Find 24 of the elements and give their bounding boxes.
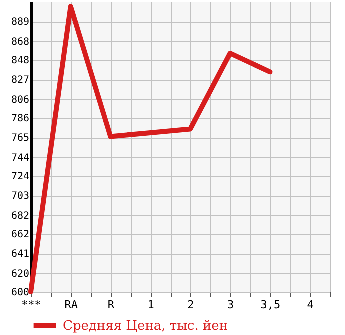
y-tick-label: 827 <box>11 75 30 86</box>
y-tick-label: 868 <box>11 36 30 48</box>
y-tick-label: 662 <box>11 230 30 240</box>
x-tick-label: 2 <box>188 298 194 312</box>
y-tick-label: 786 <box>11 114 30 124</box>
x-tick-label: 3,5 <box>260 298 281 312</box>
y-tick-label: 848 <box>11 56 30 66</box>
y-tick-label: 600 <box>11 288 30 298</box>
y-tick-label: 682 <box>11 210 30 222</box>
y-tick-label: 806 <box>11 94 30 106</box>
x-tick-label: 4 <box>307 298 314 312</box>
x-tick-label: R <box>108 298 115 312</box>
x-tick-label: RA <box>64 298 78 312</box>
y-tick-label: 620 <box>11 268 30 280</box>
y-tick-label: 724 <box>11 172 30 182</box>
y-tick-label: 641 <box>11 249 30 260</box>
y-tick-label: 889 <box>11 17 30 28</box>
x-tick-label: 1 <box>148 298 154 312</box>
x-tick-label: *** <box>22 298 42 312</box>
legend-label: Средняя Цена, тыс. йен <box>63 319 228 334</box>
y-tick-label: 744 <box>11 152 30 164</box>
y-tick-label: 703 <box>11 191 30 202</box>
y-tick-label: 765 <box>11 133 30 144</box>
x-tick-label: 3 <box>228 298 234 312</box>
